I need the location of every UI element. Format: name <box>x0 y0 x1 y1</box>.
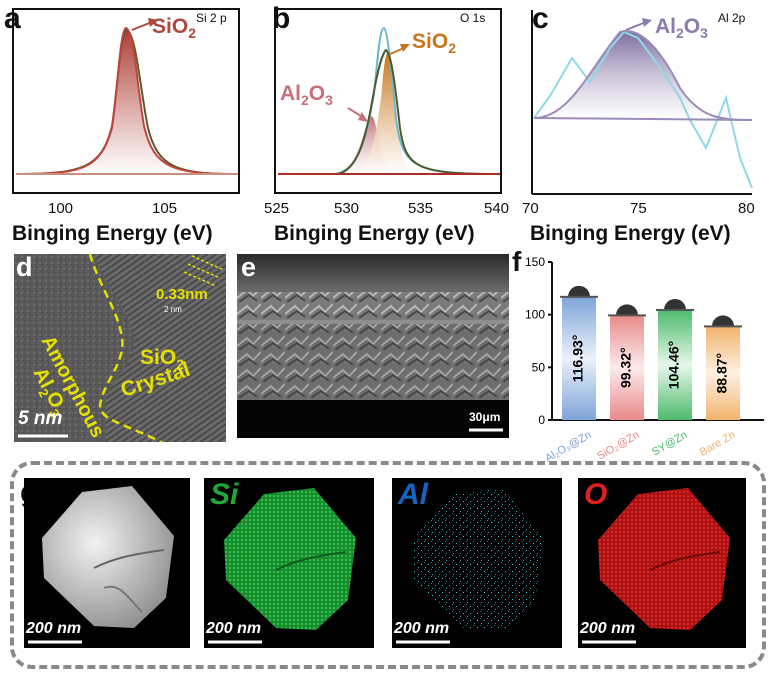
panel-g-o-particle <box>582 488 730 644</box>
panel-e-label: e <box>241 254 257 282</box>
panel-d-scale: 5 nm <box>18 408 63 429</box>
panel-f-droplet-2 <box>664 298 686 310</box>
panel-c-tick-70: 70 <box>522 200 539 217</box>
panel-a-tick-100: 100 <box>48 200 74 217</box>
panel-g-map-haadf: 200 nm <box>24 478 190 648</box>
panel-g-element-si: Si <box>210 478 239 511</box>
panel-a-frame <box>12 8 240 194</box>
panel-f-bar-2 <box>658 309 692 420</box>
panel-f-value-label-1: 99.32° <box>618 347 634 388</box>
panel-c-arrow <box>625 21 647 31</box>
panel-g-al-particle <box>396 488 544 644</box>
panel-d-sio2: SiO2 <box>140 346 184 373</box>
panel-b-species-sio2: SiO2 <box>412 30 456 57</box>
panel-b-species-al2o3: Al2O3 <box>280 82 333 109</box>
panel-f-bar-0 <box>562 296 596 420</box>
panel-c-label: c <box>532 2 549 35</box>
panel-b-tick-535: 535 <box>408 200 434 217</box>
panel-f-ytick-label-0: 150 <box>525 256 545 269</box>
panel-a-species: SiO2 <box>152 15 196 42</box>
panel-f-label: f <box>512 246 522 277</box>
panel-g-scale-0: 200 nm <box>26 620 82 637</box>
panel-f-category-label-1: SiO₂@Zn <box>595 429 641 463</box>
panel-g-map-si: Si 200 nm <box>204 478 374 648</box>
panel-b-fill-sio2 <box>354 52 424 174</box>
panel-f-category-label-3: Bare Zn <box>698 429 738 459</box>
panel-b-plot <box>274 8 502 194</box>
panel-g-element-o: O <box>584 478 608 511</box>
panel-a-plot <box>12 8 240 194</box>
panel-g-box <box>10 461 766 669</box>
panel-g-map-al: Al 200 nm <box>392 478 562 648</box>
panel-b-frame <box>274 8 502 194</box>
panel-d-boundary-left <box>88 254 124 413</box>
panel-f-substrate-2 <box>656 308 694 311</box>
panel-g-scale-1: 200 nm <box>206 620 262 637</box>
panel-g-map-o: O 200 nm <box>578 478 746 648</box>
panel-f-bar-1 <box>610 315 644 420</box>
panel-d-spacing: 0.33nm <box>156 286 208 303</box>
panel-c-region: Al 2p <box>718 11 746 25</box>
panel-b-arrow-sio2 <box>389 47 405 55</box>
panel-f-value-label-0: 116.93° <box>570 335 586 383</box>
panel-b-tick-540: 540 <box>484 200 510 217</box>
panel-c-tick-80: 80 <box>738 200 755 217</box>
panel-f-droplet-1 <box>616 304 638 316</box>
panel-b-tick-525: 525 <box>264 200 290 217</box>
panel-c-species: Al2O3 <box>655 15 708 42</box>
panel-f-ytick-label-1: 100 <box>525 308 545 322</box>
panel-b-label: b <box>272 2 291 35</box>
panel-g-haadf-particle <box>28 486 174 644</box>
panel-e-sem-image: e 30μm <box>237 254 509 438</box>
panel-a-arrow <box>131 21 153 31</box>
panel-a-region: Si 2 p <box>196 11 227 25</box>
panel-a-fit-line <box>15 26 239 175</box>
panel-c-fill <box>534 31 752 120</box>
panel-f-category-label-2: SY@Zn <box>650 429 690 459</box>
panel-b-fill-al2o3 <box>334 116 402 174</box>
panel-e-scale: 30μm <box>469 410 501 424</box>
panel-f-droplet-0 <box>568 285 590 297</box>
panel-a-fill <box>16 28 238 174</box>
panel-d-tem-image: d Amorphous Al2O3 SiO2 Crystal 0.33nm 2 … <box>14 254 226 442</box>
panel-f-category-label-0: Al₂O₃@Zn <box>543 429 593 465</box>
panel-c-fit-line <box>533 30 753 121</box>
panel-f-ytick-label-2: 50 <box>532 360 546 374</box>
panel-c-raw-line <box>533 30 753 189</box>
panel-c-axes <box>531 10 752 195</box>
panel-d-inset-scale: 2 nm <box>164 305 182 314</box>
panel-f-ytick-label-3: 0 <box>538 413 545 427</box>
panel-a-xlabel: Binging Energy (eV) <box>12 222 213 245</box>
panel-b-fit-line <box>278 48 501 175</box>
panel-a-tick-105: 105 <box>152 200 178 217</box>
panel-f-value-label-3: 88.87° <box>714 353 730 394</box>
panel-f-substrate-3 <box>704 325 742 328</box>
panel-g-scale-2: 200 nm <box>394 620 450 637</box>
panel-g-scale-3: 200 nm <box>580 620 636 637</box>
panel-f-bar-3 <box>706 326 740 420</box>
panel-g-si-particle <box>208 488 356 644</box>
panel-c-plot <box>531 10 753 195</box>
panel-b-xlabel: Binging Energy (eV) <box>274 222 475 245</box>
panel-f-droplet-3 <box>712 315 734 327</box>
panel-f-chart: 150 100 50 0 116.93° Al₂O₃@Zn 99.32° SiO₂@Zn 104… <box>525 256 764 465</box>
panel-d-label: d <box>16 254 33 282</box>
panel-e-overlay <box>237 254 509 438</box>
panel-b-region: O 1s <box>460 11 486 25</box>
panel-c-baseline <box>533 117 753 121</box>
panel-d-overlay <box>14 254 226 442</box>
panel-c-xlabel: Binging Energy (eV) <box>530 222 731 245</box>
panel-b-tick-530: 530 <box>334 200 360 217</box>
panel-f-substrate-1 <box>608 314 646 317</box>
panel-f-value-label-2: 104.46° <box>666 341 682 389</box>
panel-g-element-al: Al <box>398 478 428 511</box>
panel-c-tick-75: 75 <box>630 200 647 217</box>
panel-d-boundary-right <box>100 411 164 442</box>
panel-f-substrate-0 <box>560 295 598 298</box>
